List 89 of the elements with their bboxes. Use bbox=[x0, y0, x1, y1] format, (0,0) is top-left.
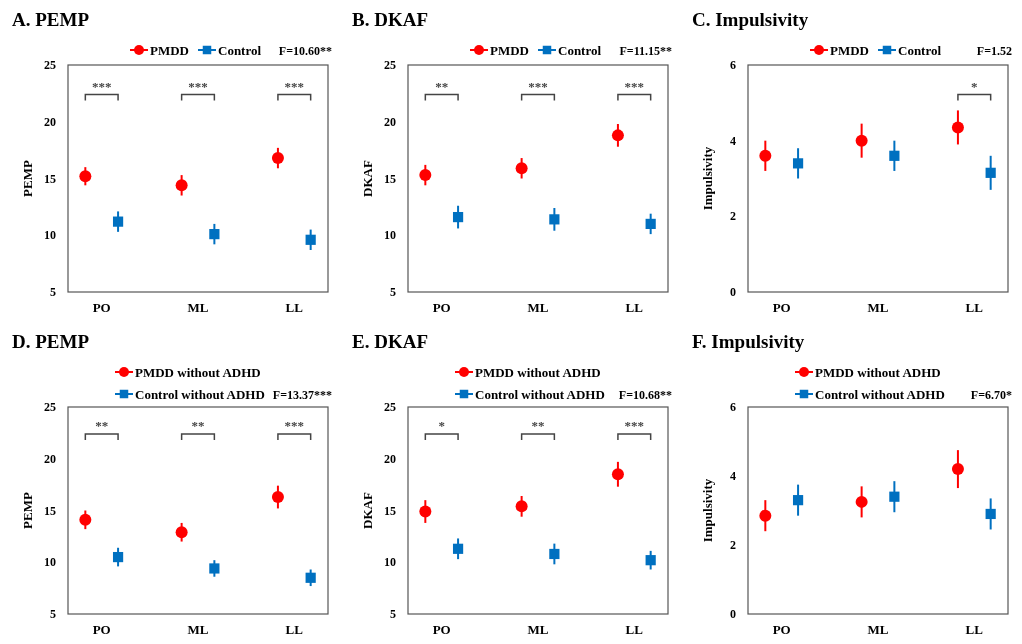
chart-title: F. Impulsivity bbox=[692, 331, 805, 352]
legend-label: PMDD bbox=[830, 43, 869, 58]
x-tick-label: ML bbox=[867, 300, 889, 315]
x-tick-label: ML bbox=[527, 300, 549, 315]
legend-label: PMDD bbox=[490, 43, 529, 58]
y-tick-label: 0 bbox=[730, 607, 736, 621]
text: F=13.37*** bbox=[272, 388, 332, 402]
text: F=10.68** bbox=[618, 388, 672, 402]
annotation: ** bbox=[191, 417, 205, 433]
legend-label: Control bbox=[898, 43, 942, 58]
x-tick-label: LL bbox=[285, 622, 304, 637]
y-tick-label: 5 bbox=[390, 285, 396, 299]
legend-label: Control without ADHD bbox=[815, 387, 945, 402]
x-tick-label: ML bbox=[187, 300, 209, 315]
chart-title: D. PEMP bbox=[12, 331, 90, 352]
y-tick-label: 15 bbox=[384, 171, 396, 186]
legend-label: PMDD bbox=[150, 43, 189, 58]
annotation: *** bbox=[284, 417, 305, 433]
y-tick-label: 2 bbox=[730, 209, 736, 224]
annotation: ** bbox=[531, 417, 545, 433]
legend-label: Control without ADHD bbox=[135, 387, 265, 402]
y-axis-title: Impulsivity bbox=[700, 478, 715, 543]
y-tick-label: 20 bbox=[384, 451, 396, 466]
legend-label: PMDD without ADHD bbox=[815, 365, 941, 380]
annotation: *** bbox=[624, 78, 645, 94]
y-tick-label: 25 bbox=[384, 58, 396, 72]
annotation: * bbox=[971, 78, 978, 94]
chart-title: C. Impulsivity bbox=[692, 9, 809, 30]
text: F=1.52 bbox=[976, 44, 1012, 58]
chart-title: A. PEMP bbox=[12, 9, 90, 30]
x-tick-label: LL bbox=[965, 622, 984, 637]
legend-label: PMDD without ADHD bbox=[475, 365, 601, 380]
y-tick-label: 5 bbox=[50, 285, 56, 299]
y-tick-label: 25 bbox=[44, 58, 56, 72]
y-axis-title: DKAF bbox=[360, 492, 375, 529]
x-tick-label: PO bbox=[432, 622, 451, 637]
y-axis-title: PEMP bbox=[20, 492, 35, 529]
y-tick-label: 6 bbox=[730, 58, 736, 72]
text: F=11.15** bbox=[619, 44, 672, 58]
x-tick-label: ML bbox=[527, 622, 549, 637]
chart-title: E. DKAF bbox=[352, 331, 428, 352]
y-tick-label: 5 bbox=[390, 607, 396, 621]
y-axis-title: PEMP bbox=[20, 160, 35, 197]
y-tick-label: 10 bbox=[44, 555, 56, 570]
y-tick-label: 0 bbox=[730, 285, 736, 299]
y-tick-label: 10 bbox=[384, 555, 396, 570]
y-tick-label: 25 bbox=[384, 400, 396, 414]
annotation: *** bbox=[188, 78, 208, 94]
y-tick-label: 15 bbox=[44, 503, 56, 518]
x-tick-label: PO bbox=[432, 300, 451, 315]
y-tick-label: 10 bbox=[44, 228, 56, 243]
x-tick-label: LL bbox=[625, 300, 644, 315]
x-tick-label: LL bbox=[965, 300, 984, 315]
annotation: ** bbox=[95, 417, 109, 433]
y-tick-label: 5 bbox=[50, 607, 56, 621]
x-tick-label: ML bbox=[187, 622, 209, 637]
x-tick-label: PO bbox=[772, 622, 791, 637]
text: F=6.70* bbox=[970, 388, 1012, 402]
legend-label: Control bbox=[558, 43, 602, 58]
x-tick-label: ML bbox=[867, 622, 889, 637]
text: F=10.60** bbox=[278, 44, 332, 58]
y-tick-label: 20 bbox=[44, 114, 56, 129]
legend-label: PMDD without ADHD bbox=[135, 365, 261, 380]
annotation: * bbox=[438, 417, 445, 433]
legend-label: Control bbox=[218, 43, 262, 58]
annotation: *** bbox=[528, 78, 548, 94]
y-tick-label: 4 bbox=[730, 133, 736, 148]
y-tick-label: 6 bbox=[730, 400, 736, 414]
y-axis-title: Impulsivity bbox=[700, 146, 715, 211]
x-tick-label: PO bbox=[92, 622, 111, 637]
y-tick-label: 4 bbox=[730, 469, 736, 483]
chart-title: B. DKAF bbox=[352, 9, 428, 30]
y-tick-label: 20 bbox=[384, 114, 396, 129]
annotation: ** bbox=[435, 78, 449, 94]
y-axis-title: DKAF bbox=[360, 160, 375, 197]
legend-label: Control without ADHD bbox=[475, 387, 605, 402]
annotation: *** bbox=[624, 417, 645, 433]
x-tick-label: LL bbox=[625, 622, 644, 637]
x-tick-label: LL bbox=[285, 300, 304, 315]
y-tick-label: 15 bbox=[384, 503, 396, 518]
y-tick-label: 10 bbox=[384, 228, 396, 243]
y-tick-label: 2 bbox=[730, 538, 736, 552]
x-tick-label: PO bbox=[772, 300, 791, 315]
annotation: *** bbox=[284, 78, 305, 94]
annotation: *** bbox=[91, 78, 112, 94]
y-tick-label: 25 bbox=[44, 400, 56, 414]
y-tick-label: 20 bbox=[44, 451, 56, 466]
x-tick-label: PO bbox=[92, 300, 111, 315]
y-tick-label: 15 bbox=[44, 171, 56, 186]
